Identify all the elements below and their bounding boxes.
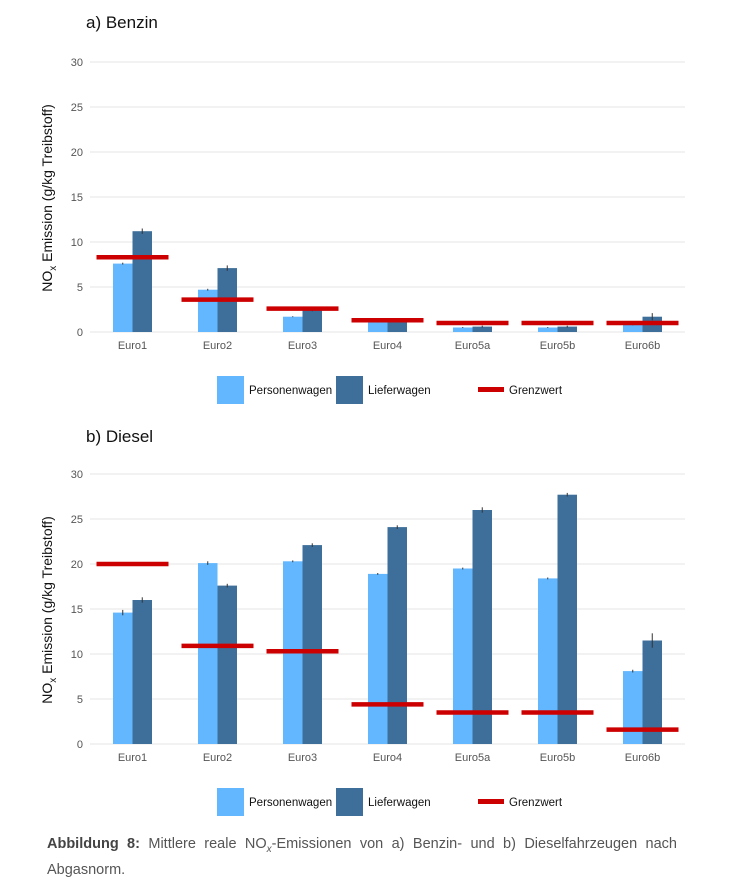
legend-swatch-personenwagen [217,376,244,404]
y-tick-label: 15 [71,192,83,204]
legend-diesel: Personenwagen Lieferwagen Grenzwert [217,788,563,816]
y-tick-label: 10 [71,237,83,249]
y-axis-label-benzin-main: NO [39,271,55,292]
bar-lieferwagen [642,640,662,744]
legend-swatch-grenzwert [478,387,504,392]
y-tick-label: 0 [77,327,83,339]
legend-label-grenzwert: Grenzwert [509,797,563,809]
chart-benzin: a) Benzin NOx Emission (g/kg Treibstoff)… [39,13,685,404]
y-tick-label: 10 [71,649,83,661]
bar-lieferwagen [132,231,152,332]
legend-label-personenwagen: Personenwagen [249,385,332,397]
chart-diesel: b) Diesel NOx Emission (g/kg Treibstoff)… [39,427,685,816]
plot-area-diesel: 0 5 10 15 20 25 30 Euro1 Euro2 Euro3 Euro4 Euro5a Eu… [71,469,685,764]
bar-personenwagen [368,322,388,332]
chart-title-benzin: a) Benzin [86,13,158,32]
x-tick-label: Euro5a [455,340,491,352]
chart-title-diesel: b) Diesel [86,427,153,446]
bar-personenwagen [368,573,388,744]
caption-subscript: x [266,843,272,855]
x-tick-label: Euro3 [288,340,317,352]
legend-benzin: Personenwagen Lieferwagen Grenzwert [217,376,563,404]
y-tick-label: 30 [71,469,83,481]
bar-personenwagen [623,324,643,332]
bar-personenwagen [453,568,473,744]
bar-personenwagen [198,289,218,332]
y-tick-label: 20 [71,147,83,159]
bar-personenwagen [113,612,133,744]
bar-lieferwagen [132,600,152,744]
legend-swatch-personenwagen [217,788,244,816]
y-tick-label: 5 [77,694,83,706]
bar-personenwagen [538,578,558,744]
bar-personenwagen [453,327,473,332]
x-tick-label: Euro6b [625,340,660,352]
bar-lieferwagen [557,494,577,744]
bar-lieferwagen [302,545,322,744]
y-axis-label-diesel-sub: x [48,678,59,683]
figure: a) Benzin NOx Emission (g/kg Treibstoff)… [39,13,685,816]
x-tick-label: Euro5a [455,752,491,764]
legend-swatch-lieferwagen [336,788,363,816]
bar-lieferwagen [217,585,237,744]
y-axis-label-diesel-main: NO [39,683,55,704]
bar-lieferwagen [387,527,407,744]
x-tick-label: Euro4 [373,752,402,764]
bar-personenwagen [538,327,558,332]
y-tick-label: 15 [71,604,83,616]
bar-personenwagen [198,563,218,744]
caption-text-pre: Mittlere reale NO [139,836,267,852]
legend-label-lieferwagen: Lieferwagen [368,385,431,397]
bar-personenwagen [283,316,303,332]
x-tick-label: Euro6b [625,752,660,764]
y-tick-label: 20 [71,559,83,571]
y-axis-label-benzin: NOx Emission (g/kg Treibstoff) [39,104,59,292]
y-tick-label: 25 [71,514,83,526]
plot-area-benzin: 0 5 10 15 20 25 30 Euro1 Euro2 Euro3 Euro4 Euro5a Eu… [71,57,685,352]
figure-caption: Abbildung 8: Mittlere reale NOx-Emission… [47,834,677,881]
x-tick-label: Euro5b [540,752,575,764]
legend-label-lieferwagen: Lieferwagen [368,797,431,809]
x-tick-label: Euro1 [118,340,147,352]
caption-label: Abbildung 8: [47,836,140,852]
bar-lieferwagen [472,510,492,744]
legend-swatch-lieferwagen [336,376,363,404]
x-tick-label: Euro2 [203,340,232,352]
y-axis-label-benzin-rest: Emission (g/kg Treibstoff) [39,104,55,266]
x-tick-label: Euro1 [118,752,147,764]
y-axis-label-diesel: NOx Emission (g/kg Treibstoff) [39,516,59,704]
x-tick-label: Euro3 [288,752,317,764]
x-tick-label: Euro5b [540,340,575,352]
legend-label-personenwagen: Personenwagen [249,797,332,809]
y-axis-label-benzin-sub: x [48,266,59,271]
legend-swatch-grenzwert [478,799,504,804]
bar-personenwagen [623,671,643,744]
bar-lieferwagen [302,310,322,332]
bar-lieferwagen [472,326,492,332]
y-tick-label: 30 [71,57,83,69]
y-tick-label: 25 [71,102,83,114]
y-tick-label: 5 [77,282,83,294]
y-axis-label-diesel-rest: Emission (g/kg Treibstoff) [39,516,55,678]
x-tick-label: Euro4 [373,340,402,352]
bar-personenwagen [113,263,133,332]
bar-lieferwagen [557,326,577,332]
x-tick-label: Euro2 [203,752,232,764]
caption-text-post: -Emissionen von a) Benzin- und b) Diesel… [47,836,677,878]
y-tick-label: 0 [77,739,83,751]
legend-label-grenzwert: Grenzwert [509,385,563,397]
